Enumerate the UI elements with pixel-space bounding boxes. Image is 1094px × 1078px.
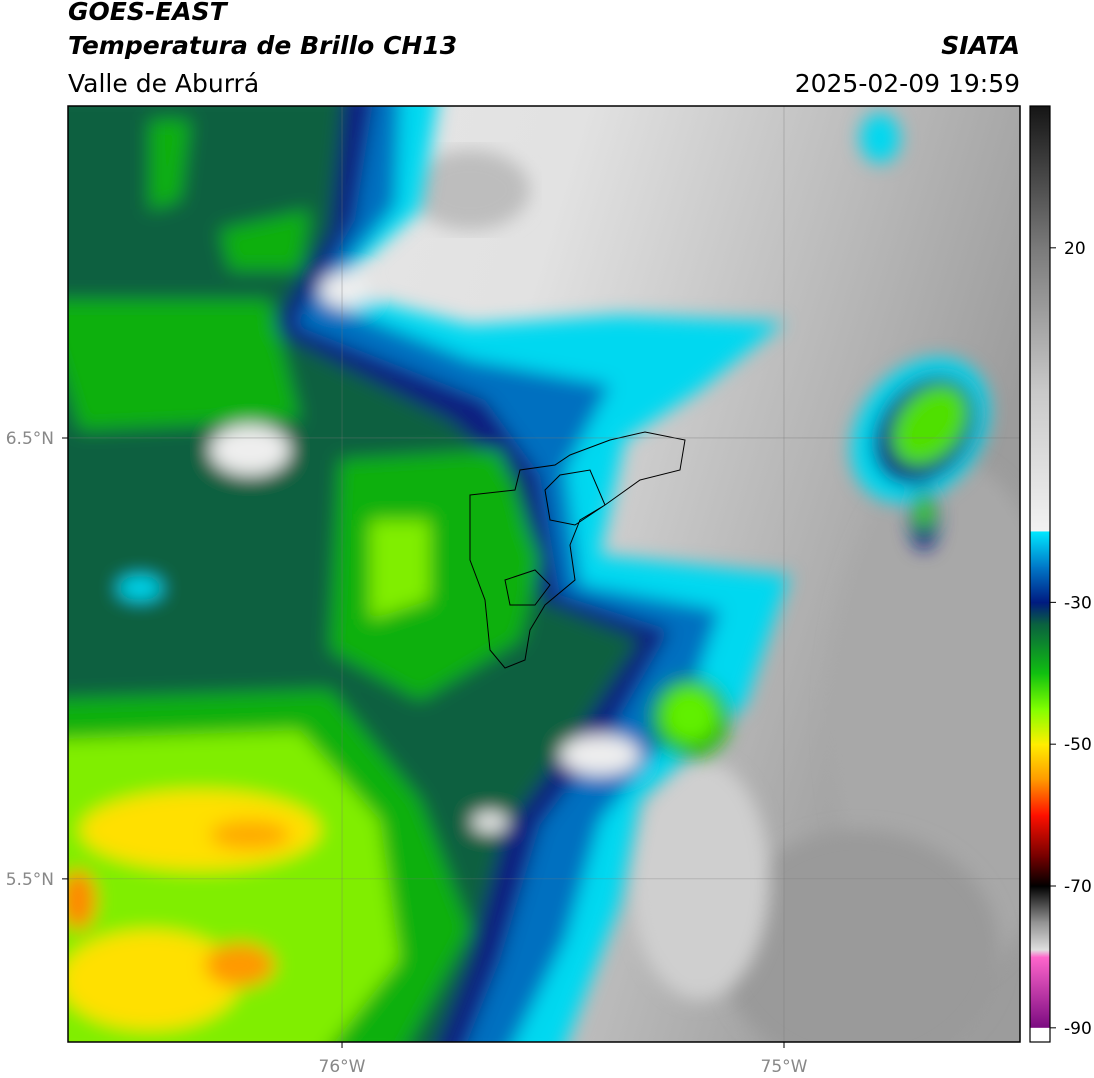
y-tick-label: 6.5°N xyxy=(6,429,54,449)
colorbar-segment xyxy=(1030,566,1050,603)
colorbar-segment xyxy=(1030,886,1050,922)
source: SIATA xyxy=(941,31,1020,60)
colorbar-segment xyxy=(1030,708,1050,745)
x-tick-label: 75°W xyxy=(761,1057,808,1077)
region: Valle de Aburrá xyxy=(68,69,259,98)
colorbar-tick-label: 20 xyxy=(1064,239,1086,259)
colorbar-segment xyxy=(1030,247,1050,391)
colorbar-segment xyxy=(1030,779,1050,816)
colorbar-segment xyxy=(1030,602,1050,625)
colorbar-tick-label: -50 xyxy=(1064,735,1092,755)
colorbar-tick-label: -90 xyxy=(1064,1019,1092,1039)
colorbar-segment xyxy=(1030,389,1050,532)
colorbar-segment xyxy=(1030,106,1050,249)
colorbar-segment xyxy=(1030,531,1050,568)
title: GOES-EAST xyxy=(68,0,229,26)
colorbar-segment xyxy=(1030,949,1050,958)
colorbar-segment xyxy=(1030,956,1050,1029)
graticule: 76°W 75°W 6.5°N 5.5°N xyxy=(6,106,1020,1077)
satellite-image xyxy=(68,106,1020,1042)
colorbar-tick-label: -30 xyxy=(1064,593,1092,613)
colorbar: 20 -30 -50 -70 -90 xyxy=(1030,106,1092,1043)
colorbar-tick-label: -70 xyxy=(1064,877,1092,897)
y-tick-label: 5.5°N xyxy=(6,870,54,890)
colorbar-segment xyxy=(1030,623,1050,674)
colorbar-segment xyxy=(1030,673,1050,710)
colorbar-segment xyxy=(1030,1027,1050,1043)
colorbar-segment xyxy=(1030,921,1050,951)
map-frame xyxy=(67,105,1021,1043)
datetime: 2025-02-09 19:59 xyxy=(795,69,1020,98)
x-tick-label: 76°W xyxy=(319,1057,366,1077)
colorbar-segment xyxy=(1030,744,1050,781)
colorbar-segment xyxy=(1030,815,1050,859)
colorbar-frame xyxy=(1029,105,1051,1043)
colorbar-segment xyxy=(1030,857,1050,887)
subtitle: Temperatura de Brillo CH13 xyxy=(68,31,457,60)
